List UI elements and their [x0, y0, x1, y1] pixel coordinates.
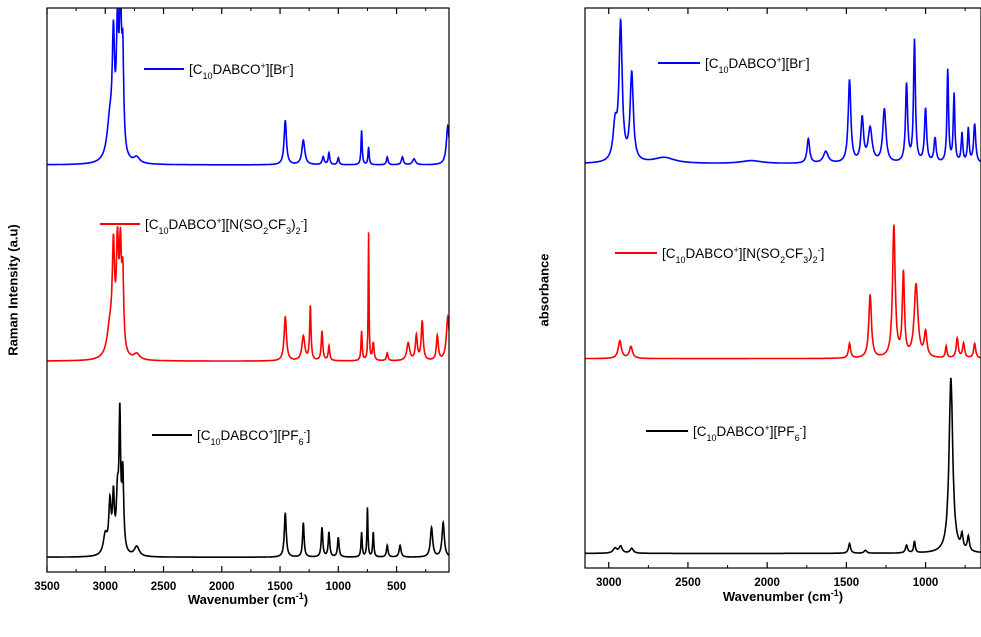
x-tick-label: 3500 — [34, 581, 60, 593]
series-line-1 — [585, 17, 981, 164]
x-tick-label: 3000 — [596, 577, 622, 589]
plot-frame — [584, 7, 981, 569]
x-axis-title: Wavenumber (cm-1) — [723, 588, 843, 604]
x-tick-label: 2500 — [675, 577, 701, 589]
legend-label-1: [C10DABCO+][Br-] — [189, 61, 294, 81]
x-tick-label: 2000 — [754, 577, 780, 589]
legend-label-1: [C10DABCO+][Br-] — [705, 55, 810, 75]
chart-panel-1: [C10DABCO+][Br-] [C10DABCO+][N(SO2CF3)2-]… — [5, 7, 450, 607]
x-tick-label: 1000 — [326, 581, 352, 593]
series-line-3 — [47, 402, 449, 559]
series-line-3 — [585, 377, 981, 555]
legend-label-3: [C10DABCO+][PF6-] — [693, 423, 806, 443]
x-tick-label: 1500 — [267, 581, 293, 593]
series-line-2 — [585, 224, 981, 360]
x-tick-label: 1500 — [834, 577, 860, 589]
plot-frame — [46, 7, 450, 573]
legend-label-2: [C10DABCO+][N(SO2CF3)2-] — [662, 245, 824, 265]
x-tick-label: 3000 — [92, 581, 118, 593]
x-tick-label: 2500 — [151, 581, 177, 593]
x-axis-title: Wavenumber (cm-1) — [188, 591, 308, 607]
legend-label-3: [C10DABCO+][PF6-] — [197, 427, 310, 447]
y-axis-title: Raman Intensity (a.u) — [5, 224, 20, 355]
series-line-2 — [47, 226, 449, 362]
x-tick-label: 1000 — [913, 577, 939, 589]
chart-panel-2: [C10DABCO+][Br-] [C10DABCO+][N(SO2CF3)2-]… — [536, 7, 981, 604]
x-tick-label: 500 — [387, 581, 406, 593]
legend-label-2: [C10DABCO+][N(SO2CF3)2-] — [145, 216, 307, 236]
y-axis-title: absorbance — [536, 254, 551, 327]
x-tick-label: 2000 — [209, 581, 235, 593]
series-line-1 — [47, 8, 449, 166]
